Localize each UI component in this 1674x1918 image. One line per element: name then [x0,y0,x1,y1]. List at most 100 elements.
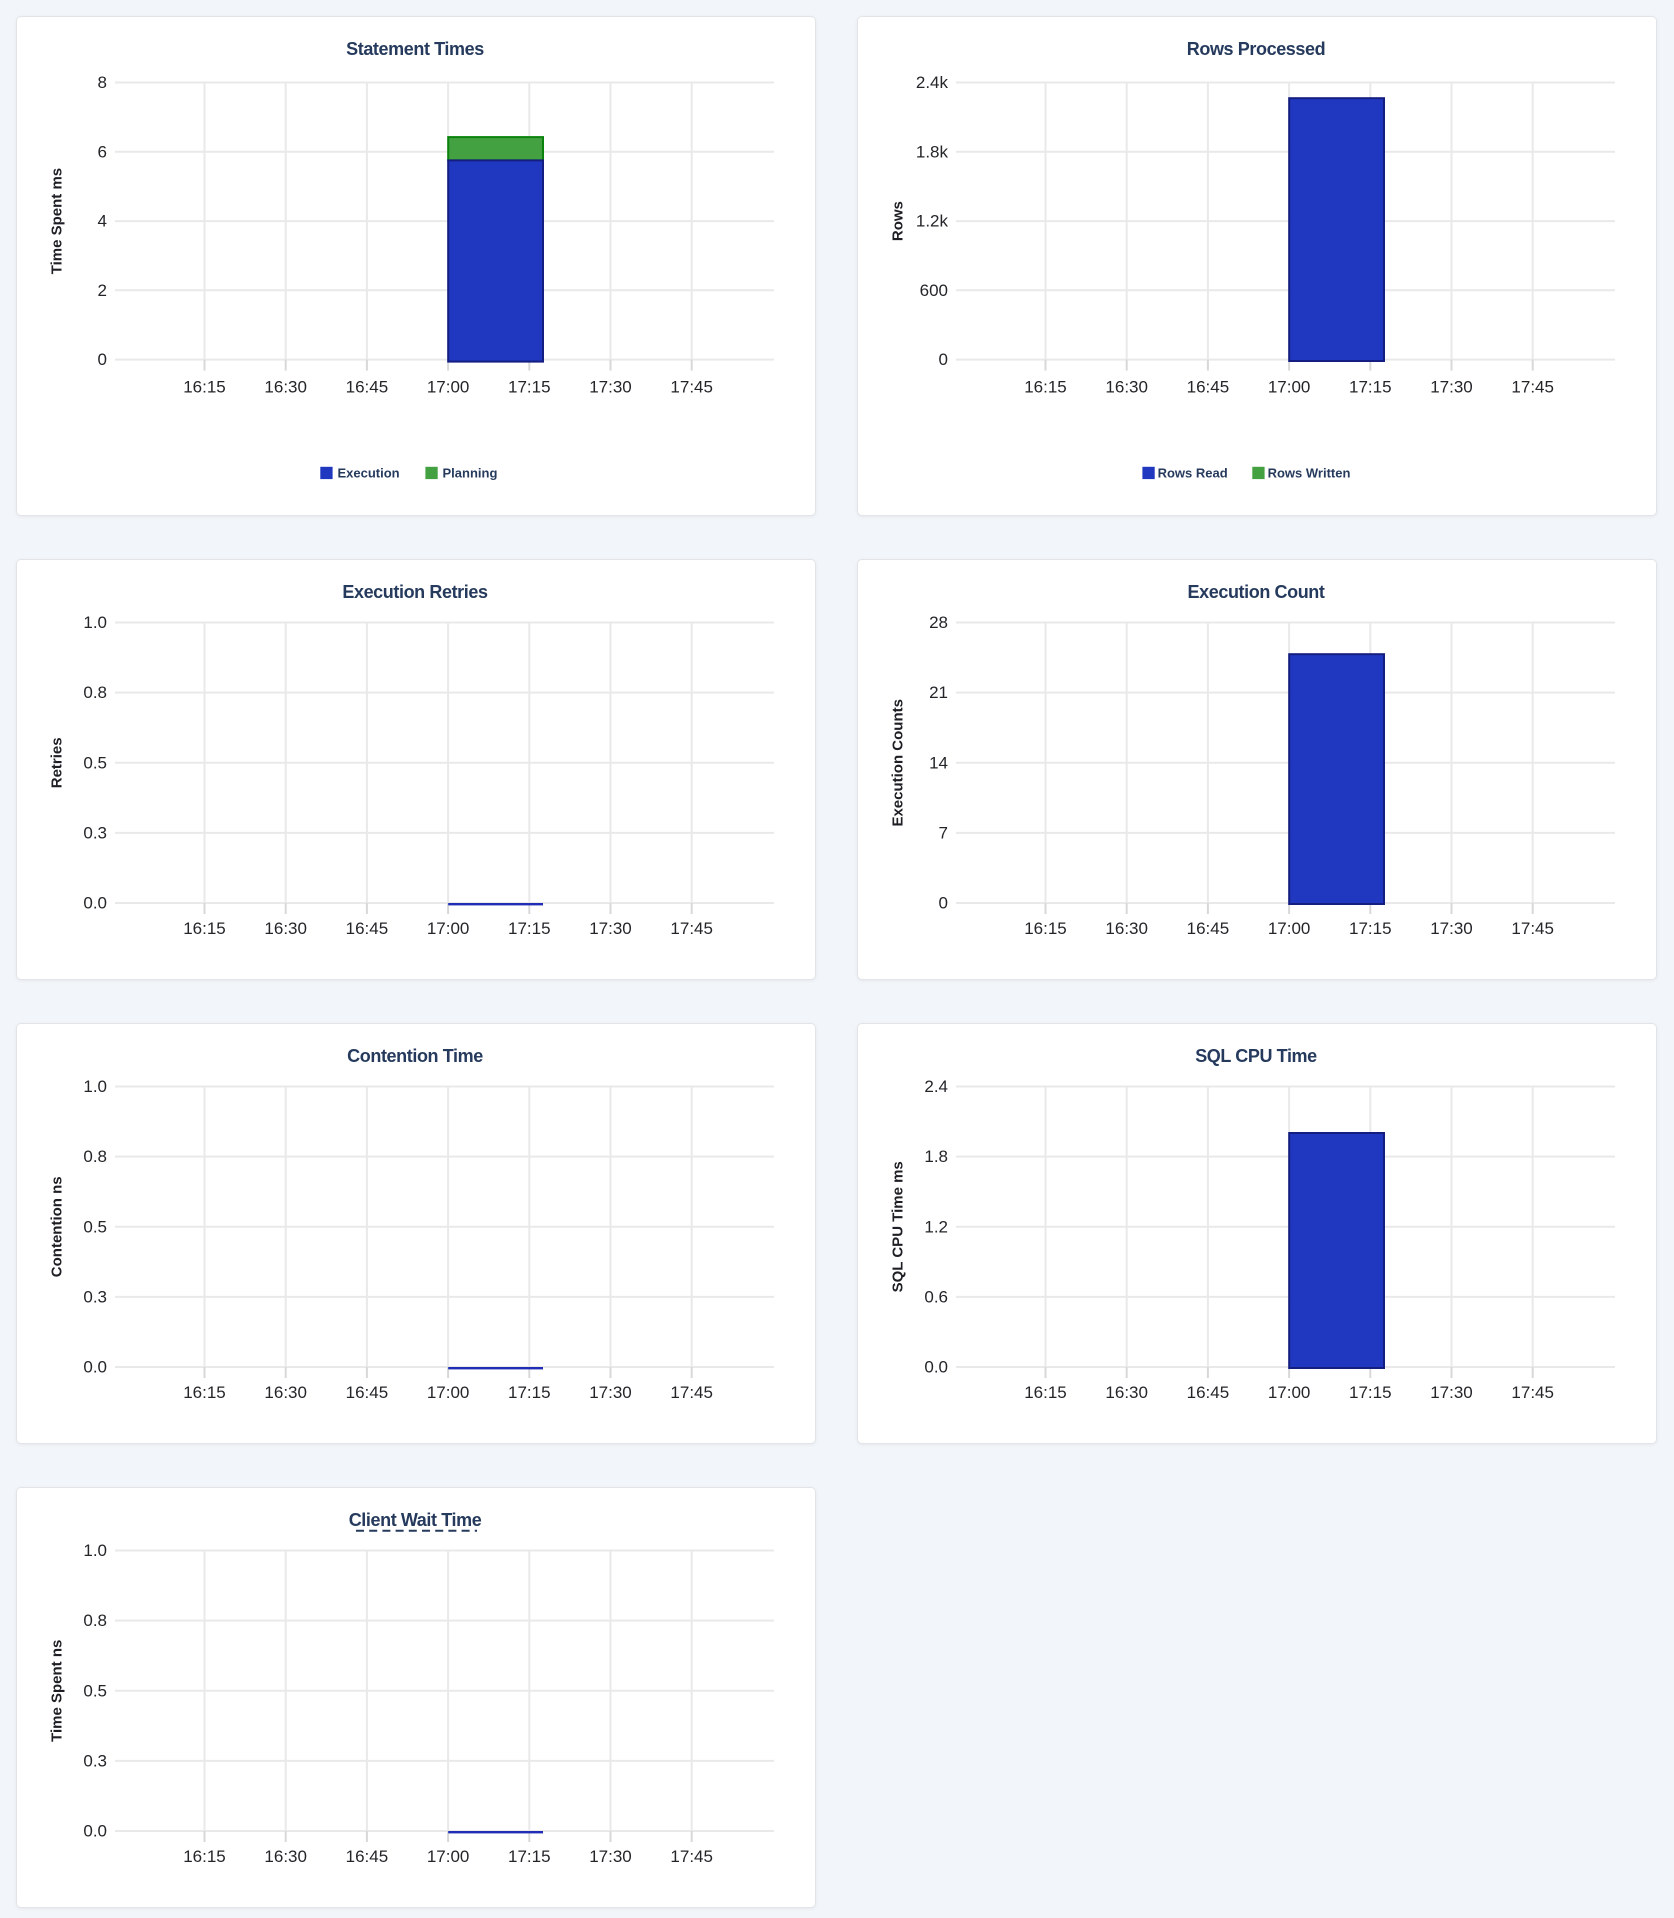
svg-text:2.4k: 2.4k [916,73,949,92]
svg-text:Contention ns: Contention ns [49,1176,66,1277]
svg-text:16:15: 16:15 [183,919,226,938]
svg-text:Client Wait Time: Client Wait Time [349,1510,482,1530]
svg-text:17:45: 17:45 [670,919,713,938]
svg-text:0.5: 0.5 [83,1681,107,1700]
svg-text:Time Spent ms: Time Spent ms [49,168,66,274]
svg-text:16:30: 16:30 [1105,919,1148,938]
svg-text:16:30: 16:30 [264,919,307,938]
svg-text:17:15: 17:15 [1349,378,1392,397]
svg-text:0.0: 0.0 [83,1358,107,1377]
svg-text:17:30: 17:30 [1430,1383,1473,1402]
svg-text:17:00: 17:00 [427,919,470,938]
svg-text:Retries: Retries [49,737,66,788]
svg-text:0.0: 0.0 [83,894,107,913]
svg-text:0.0: 0.0 [924,1358,948,1377]
svg-text:16:30: 16:30 [264,1847,307,1866]
svg-text:Rows Written: Rows Written [1268,466,1351,481]
svg-text:21: 21 [929,683,948,702]
svg-text:17:45: 17:45 [1511,1383,1554,1402]
svg-text:1.0: 1.0 [83,1077,107,1096]
svg-text:16:15: 16:15 [183,378,226,397]
svg-text:16:15: 16:15 [1024,1383,1067,1402]
svg-text:16:30: 16:30 [264,378,307,397]
svg-text:0.0: 0.0 [83,1822,107,1841]
svg-text:17:30: 17:30 [589,1847,632,1866]
svg-text:SQL CPU Time ms: SQL CPU Time ms [890,1161,907,1292]
svg-text:0.5: 0.5 [83,753,107,772]
svg-text:17:30: 17:30 [589,919,632,938]
svg-text:17:45: 17:45 [670,378,713,397]
svg-text:17:45: 17:45 [1511,378,1554,397]
svg-text:17:45: 17:45 [670,1383,713,1402]
svg-text:0.8: 0.8 [83,683,107,702]
svg-text:16:30: 16:30 [264,1383,307,1402]
svg-text:16:15: 16:15 [1024,919,1067,938]
svg-text:17:00: 17:00 [1268,378,1311,397]
svg-text:0.8: 0.8 [83,1611,107,1630]
svg-text:14: 14 [929,753,948,772]
svg-text:0.3: 0.3 [83,823,107,842]
svg-text:17:30: 17:30 [589,378,632,397]
svg-text:1.8k: 1.8k [916,142,949,161]
svg-text:1.8: 1.8 [924,1147,948,1166]
svg-text:16:45: 16:45 [1187,378,1230,397]
svg-text:17:15: 17:15 [1349,919,1392,938]
svg-text:Execution: Execution [338,466,400,481]
svg-text:Execution Count: Execution Count [1188,582,1325,602]
svg-text:0: 0 [939,894,948,913]
svg-text:16:45: 16:45 [346,1847,389,1866]
svg-text:16:45: 16:45 [346,378,389,397]
svg-text:17:30: 17:30 [1430,919,1473,938]
svg-text:1.0: 1.0 [83,613,107,632]
svg-text:1.2k: 1.2k [916,212,949,231]
svg-text:Rows Processed: Rows Processed [1187,39,1325,59]
svg-text:17:30: 17:30 [1430,378,1473,397]
svg-text:0.6: 0.6 [924,1287,948,1306]
svg-text:16:30: 16:30 [1105,1383,1148,1402]
svg-text:0: 0 [98,350,107,369]
svg-text:16:15: 16:15 [183,1383,226,1402]
svg-text:16:45: 16:45 [346,1383,389,1402]
svg-text:0.3: 0.3 [83,1287,107,1306]
svg-text:17:15: 17:15 [508,1847,551,1866]
svg-text:16:45: 16:45 [1187,919,1230,938]
svg-text:600: 600 [920,281,948,300]
svg-text:SQL CPU Time: SQL CPU Time [1195,1046,1317,1066]
svg-text:Planning: Planning [443,466,498,481]
svg-text:2: 2 [98,281,107,300]
svg-text:0.8: 0.8 [83,1147,107,1166]
svg-text:6: 6 [98,142,107,161]
svg-text:16:15: 16:15 [183,1847,226,1866]
svg-text:17:45: 17:45 [1511,919,1554,938]
svg-text:Execution Retries: Execution Retries [342,582,488,602]
svg-text:17:15: 17:15 [508,1383,551,1402]
svg-text:16:45: 16:45 [1187,1383,1230,1402]
svg-text:Statement Times: Statement Times [346,39,484,59]
svg-text:17:00: 17:00 [1268,919,1311,938]
svg-text:17:00: 17:00 [1268,1383,1311,1402]
svg-text:4: 4 [98,212,107,231]
svg-text:16:30: 16:30 [1105,378,1148,397]
svg-text:Execution Counts: Execution Counts [890,699,907,827]
svg-text:0.3: 0.3 [83,1751,107,1770]
svg-text:17:45: 17:45 [670,1847,713,1866]
svg-text:1.2: 1.2 [924,1217,948,1236]
svg-text:17:15: 17:15 [508,378,551,397]
svg-text:17:15: 17:15 [508,919,551,938]
svg-text:17:00: 17:00 [427,1383,470,1402]
svg-text:0: 0 [939,350,948,369]
svg-text:16:45: 16:45 [346,919,389,938]
svg-text:1.0: 1.0 [83,1541,107,1560]
svg-text:17:15: 17:15 [1349,1383,1392,1402]
svg-text:Time Spent ns: Time Spent ns [49,1640,66,1742]
svg-text:Rows Read: Rows Read [1158,466,1228,481]
svg-text:17:00: 17:00 [427,1847,470,1866]
svg-text:8: 8 [98,73,107,92]
svg-text:17:30: 17:30 [589,1383,632,1402]
svg-text:0.5: 0.5 [83,1217,107,1236]
svg-text:7: 7 [939,823,948,842]
svg-text:Rows: Rows [890,201,907,241]
svg-text:Contention Time: Contention Time [347,1046,483,1066]
svg-text:16:15: 16:15 [1024,378,1067,397]
svg-text:28: 28 [929,613,948,632]
